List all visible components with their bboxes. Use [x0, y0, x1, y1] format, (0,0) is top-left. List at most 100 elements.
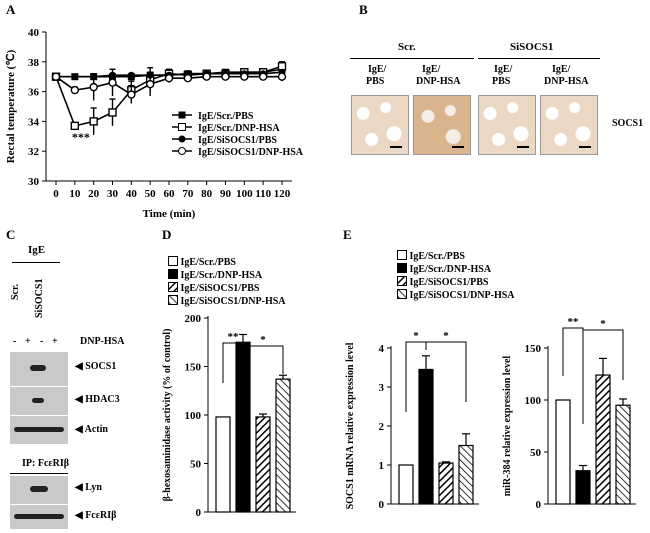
group-scr-line: [350, 58, 474, 59]
e1-y-tick-label-2: 2: [379, 421, 385, 433]
a-point-3-7: [183, 73, 193, 83]
a-legend-label-2: IgE/SiSOCS1/PBS: [198, 135, 277, 146]
ige-line: [12, 262, 60, 263]
a-y-tick-label-1: 32: [28, 146, 40, 158]
a-legend-marker-1: [178, 123, 186, 131]
d-bar-0: [215, 416, 231, 513]
col4-top: IgE/: [552, 64, 571, 75]
e2-sig-label-0: **: [568, 316, 580, 328]
legend-e-item-3: IgE/SiSOCS1/PBS: [397, 276, 488, 288]
a-point-3-12: [277, 72, 287, 81]
e1-sig-bracket-1: [425, 341, 467, 402]
col2-bottom: DNP-HSA: [416, 76, 461, 87]
e1-y-tick-label-4: 4: [379, 343, 385, 355]
d-sig-bracket-1: [242, 345, 284, 374]
a-x-label: Time (min): [143, 208, 196, 220]
a-x-tick-label-12: 120: [274, 188, 291, 200]
micrograph-scr-dnp: [413, 95, 471, 155]
col2-top: IgE/: [422, 64, 441, 75]
legend-d-item-4: IgE/SiSOCS1/DNP-HSA: [168, 295, 286, 307]
a-point-3-10: [240, 72, 249, 81]
e1-y-label: SOCS1 mRNA relative expression level: [345, 342, 356, 509]
a-point-1-12: [277, 62, 287, 71]
panel-label-c: C: [6, 227, 16, 242]
micrograph-si-dnp: [540, 95, 598, 155]
a-y-tick-label-2: 34: [28, 116, 40, 128]
lane-sisocs1-label: SiSOCS1: [34, 278, 45, 318]
e2-y-tick-label-3: 150: [525, 343, 542, 355]
a-x-tick-label-6: 60: [164, 188, 176, 200]
a-point-3-5: [145, 79, 155, 89]
a-y-tick-label-3: 36: [28, 87, 40, 99]
e2-bar-2: [595, 374, 611, 505]
chart-e1: 0 1 2 3 4 SOCS1 mRNA relative expression leve…: [345, 330, 479, 511]
ige-label: IgE: [28, 244, 46, 256]
blot-socs1: [10, 352, 68, 386]
a-point-2-1: [71, 73, 79, 81]
e1-sig-label-1: *: [443, 330, 449, 342]
d-y-tick-label-0: 0: [196, 507, 202, 519]
a-x-tick-label-8: 80: [201, 188, 213, 200]
e1-y-tick-label-0: 0: [379, 499, 385, 511]
d-y-tick-label-3: 150: [185, 362, 202, 374]
ip-label: IP: FcεRIβ: [22, 458, 70, 469]
d-y-tick-label-4: 200: [185, 313, 202, 325]
d-sig-label-0: **: [228, 331, 240, 343]
a-x-tick-label-1: 10: [69, 188, 81, 200]
a-legend-marker-2: [178, 135, 186, 143]
e1-y-tick-label-3: 3: [379, 382, 385, 394]
e1-sig-label-0: *: [413, 330, 419, 342]
legend-d-item-1: IgE/Scr./PBS: [168, 256, 236, 268]
ip-line: [10, 473, 68, 474]
micrograph-scr-pbs: [351, 95, 409, 155]
blot-hdac3: [10, 387, 68, 415]
e2-bar-3: [615, 404, 631, 505]
legend-e-item-4: IgE/SiSOCS1/DNP-HSA: [397, 289, 515, 301]
sign-4: +: [52, 336, 58, 347]
blot-lyn: [10, 476, 68, 504]
d-y-tick-label-2: 100: [185, 410, 202, 422]
legend-d-item-2: IgE/Scr./DNP-HSA: [168, 269, 262, 281]
group-sisocs1-label: SiSOCS1: [510, 41, 554, 53]
a-x-tick-label-9: 90: [220, 188, 232, 200]
lane-scr-label: Scr.: [10, 283, 21, 300]
e2-bar-0: [555, 399, 571, 505]
a-x-tick-label-5: 50: [145, 188, 157, 200]
legend-e-item-2: IgE/Scr./DNP-HSA: [397, 263, 491, 275]
a-point-1-1: [70, 121, 80, 131]
legend-e-item-1: IgE/Scr./PBS: [397, 250, 465, 262]
panel-label-d: D: [162, 227, 172, 242]
legend-d-item-3: IgE/SiSOCS1/PBS: [168, 282, 259, 294]
col1-bottom: PBS: [366, 76, 385, 87]
d-bar-2: [255, 416, 271, 513]
dnp-hsa-label: DNP-HSA: [80, 336, 125, 347]
d-y-label: β-hexosaminidase activity (% of control): [162, 329, 173, 502]
e2-sig-label-1: *: [600, 318, 606, 330]
panel-label-b: B: [359, 2, 368, 17]
sign-1: -: [13, 336, 17, 347]
a-x-tick-label-7: 70: [182, 188, 194, 200]
a-significance: ***: [72, 130, 90, 144]
e1-bar-1: [418, 368, 434, 505]
a-point-3-2: [89, 82, 98, 92]
e1-y-tick-label-1: 1: [379, 460, 385, 472]
a-x-tick-label-3: 30: [107, 188, 119, 200]
col4-bottom: DNP-HSA: [544, 76, 589, 87]
lyn-band-label: ◀ Lyn: [75, 482, 102, 493]
a-legend-marker-3: [178, 147, 186, 155]
e2-sig-bracket-1: [582, 329, 624, 420]
a-x-tick-label-10: 100: [236, 188, 253, 200]
sign-3: -: [40, 336, 44, 347]
a-point-3-9: [221, 72, 230, 81]
a-point-3-6: [164, 73, 174, 83]
col3-top: IgE/: [494, 64, 513, 75]
a-legend-label-1: IgE/Scr./DNP-HSA: [198, 123, 280, 134]
e2-y-tick-label-1: 50: [530, 447, 542, 459]
socs1-row-label: SOCS1: [612, 118, 644, 129]
d-bar-1: [235, 341, 251, 513]
e2-bar-1: [575, 470, 591, 505]
blot-fceri: [10, 505, 68, 529]
panel-label-e: E: [343, 227, 352, 242]
socs1-band-label: ◀ SOCS1: [75, 361, 117, 372]
a-y-label: Rectal temperature (℃): [5, 49, 17, 163]
